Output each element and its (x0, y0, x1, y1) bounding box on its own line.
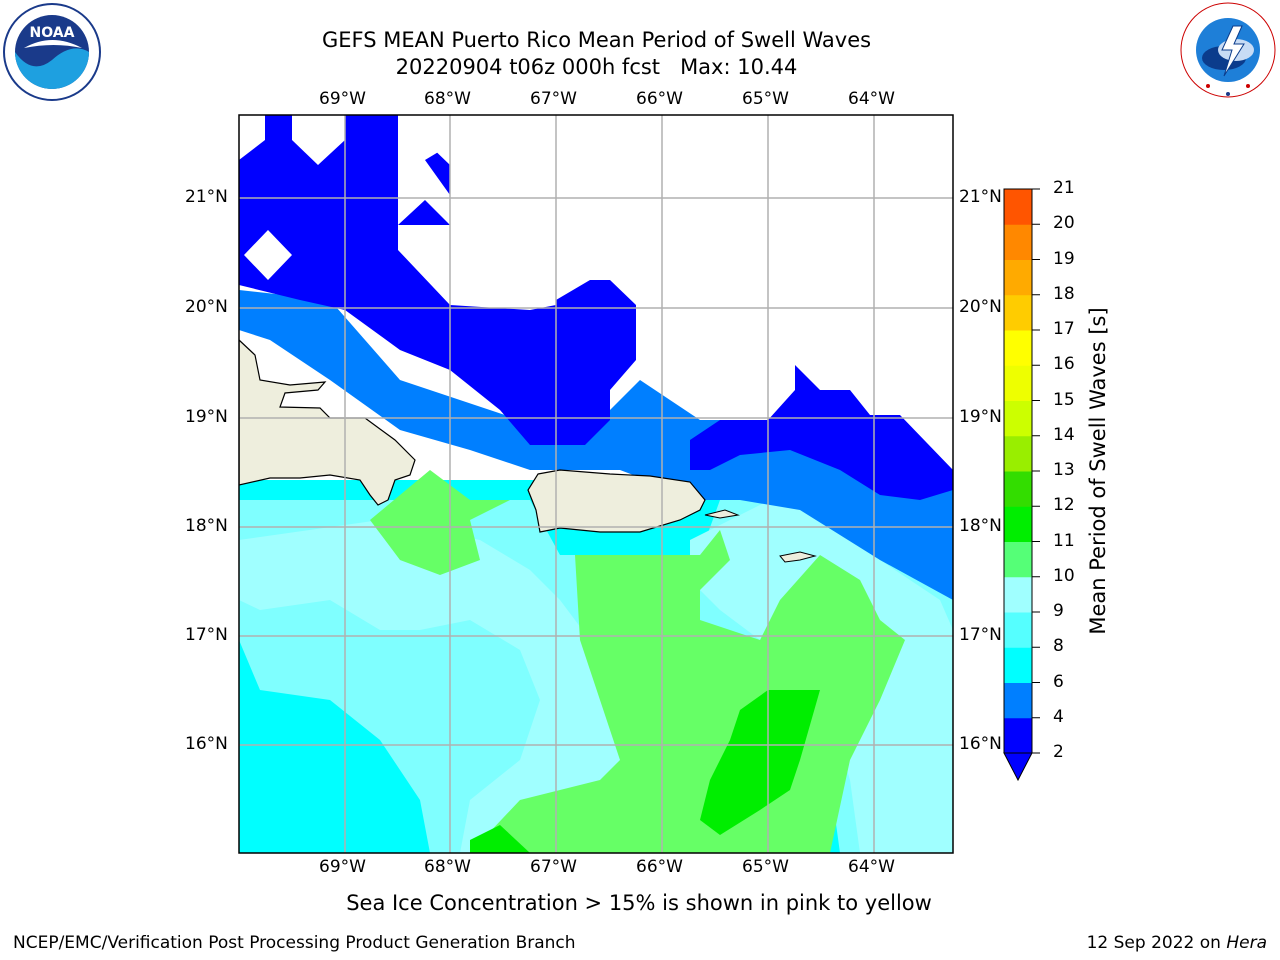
colorbar-block (1004, 576, 1032, 613)
lon-label-top: 68°W (424, 89, 471, 109)
noaa-logo: NOAA (3, 3, 101, 101)
colorbar (1004, 188, 1040, 754)
lon-label-bottom: 64°W (848, 857, 895, 877)
colorbar-block (1004, 682, 1032, 719)
colorbar-tick-label: 10 (1053, 565, 1075, 586)
lat-label-left: 21°N (185, 187, 228, 207)
colorbar-block (1004, 400, 1032, 437)
colorbar-tick-label: 4 (1053, 706, 1064, 727)
map-plot-area (239, 115, 953, 853)
lat-label-right: 19°N (959, 407, 1002, 427)
colorbar-block (1004, 435, 1032, 472)
lat-label-left: 17°N (185, 625, 228, 645)
land-small-island-2 (704, 509, 740, 519)
lat-label-right: 16°N (959, 734, 1002, 754)
lat-label-right: 20°N (959, 297, 1002, 317)
colorbar-tick-label: 2 (1053, 742, 1064, 762)
colorbar-tick-label: 15 (1053, 389, 1075, 410)
swell-gap-white (244, 230, 292, 280)
lat-label-right: 21°N (959, 187, 1002, 207)
swell-contour-11-12 (700, 690, 820, 835)
colorbar-title: Mean Period of Swell Waves [s] (1086, 307, 1110, 635)
lon-label-top: 67°W (530, 89, 577, 109)
lat-label-right: 17°N (959, 625, 1002, 645)
noaa-logo-text: NOAA (30, 25, 75, 41)
colorbar-tick-label: 20 (1053, 213, 1075, 234)
lon-label-top: 69°W (319, 89, 366, 109)
colorbar-overlay (1004, 189, 1032, 753)
colorbar-extend-arrow (1003, 752, 1033, 782)
colorbar-tick-label: 21 (1053, 178, 1075, 198)
lon-label-bottom: 69°W (319, 857, 366, 877)
colorbar-block (1004, 647, 1032, 683)
colorbar-block (1004, 330, 1032, 366)
colorbar-tick-label: 12 (1053, 495, 1075, 516)
lat-label-left: 18°N (185, 516, 228, 536)
map-frame (238, 114, 954, 854)
swell-contour-10-11b (370, 470, 510, 575)
lon-label-bottom: 65°W (742, 857, 789, 877)
footer-date-prefix: 12 Sep 2022 on (1086, 933, 1227, 953)
lon-label-bottom: 67°W (530, 857, 577, 877)
lat-label-left: 20°N (185, 297, 228, 317)
colorbar-tick-label: 11 (1053, 530, 1075, 551)
footer-host: Hera (1226, 933, 1267, 953)
lat-label-left: 19°N (185, 407, 228, 427)
colorbar-block (1004, 612, 1032, 648)
lat-label-right: 18°N (959, 516, 1002, 536)
land-puerto-rico (527, 469, 706, 533)
lon-label-top: 66°W (636, 89, 683, 109)
chart-subtitle: 20220904 t06z 000h fcst Max: 10.44 (395, 55, 798, 79)
colorbar-block (1004, 224, 1032, 260)
lon-label-bottom: 68°W (424, 857, 471, 877)
colorbar-block (1004, 294, 1032, 331)
lon-label-top: 65°W (742, 89, 789, 109)
lat-label-left: 16°N (185, 734, 228, 754)
colorbar-tick-label: 18 (1053, 283, 1075, 304)
swell-contour-9-10 (239, 520, 630, 853)
swell-contour-4-6-west (239, 290, 953, 600)
colorbar-tick-label: 8 (1053, 636, 1064, 657)
colorbar-tick-label: 9 (1053, 601, 1064, 621)
colorbar-block (1004, 717, 1032, 754)
colorbar-frame (1003, 188, 1033, 754)
swell-contour-11-12b (470, 825, 530, 853)
lon-label-top: 64°W (848, 89, 895, 109)
colorbar-tick-label: 13 (1053, 460, 1075, 480)
colorbar-block (1004, 365, 1032, 401)
footer-branch: NCEP/EMC/Verification Post Processing Pr… (13, 933, 576, 953)
nws-logo (1180, 2, 1276, 98)
footer-date: 12 Sep 2022 on Hera (1087, 933, 1267, 953)
colorbar-tick-label: 19 (1053, 248, 1075, 269)
colorbar-tick-label: 17 (1053, 319, 1075, 339)
map-gridlines (239, 115, 953, 853)
colorbar-tick-label: 14 (1053, 424, 1075, 445)
colorbar-block (1004, 506, 1032, 542)
swell-contour-10-11 (470, 530, 905, 853)
map-caption: Sea Ice Concentration > 15% is shown in … (346, 891, 932, 915)
chart-title: GEFS MEAN Puerto Rico Mean Period of Swe… (321, 28, 872, 52)
colorbar-block (1004, 471, 1032, 507)
colorbar-block (1004, 541, 1032, 578)
colorbar-tick-label: 6 (1053, 671, 1064, 692)
colorbar-block (1004, 259, 1032, 296)
land-small-island (779, 551, 817, 563)
colorbar-block (1004, 189, 1032, 225)
land-hispaniola (239, 339, 416, 506)
swell-contour-2-4-east (690, 365, 953, 500)
colorbar-tick-label: 16 (1053, 354, 1075, 375)
lon-label-bottom: 66°W (636, 857, 683, 877)
